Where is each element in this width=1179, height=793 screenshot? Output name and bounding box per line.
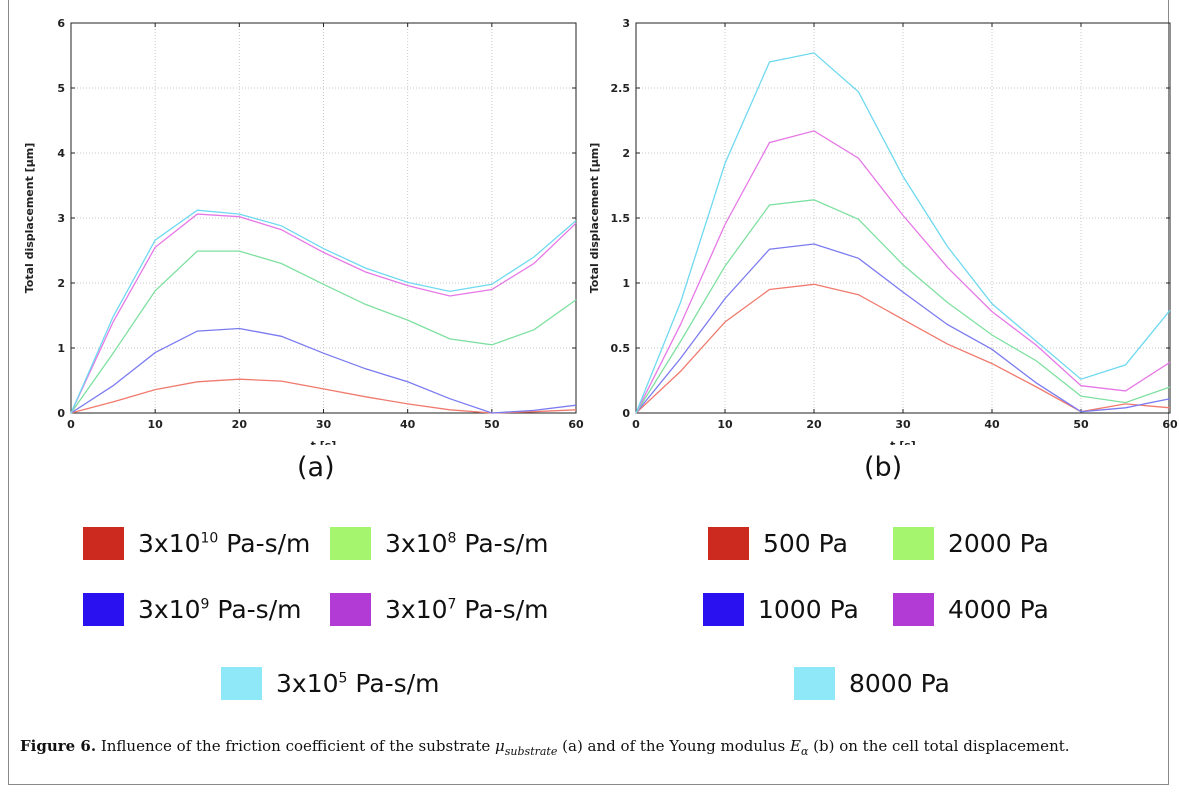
y-axis-label: Total displacement [µm] bbox=[590, 143, 601, 294]
y-tick-label: 1 bbox=[622, 277, 630, 290]
legend-label: 500 Pa bbox=[763, 529, 848, 558]
caption-label: Figure 6. bbox=[20, 737, 97, 755]
x-tick-label: 10 bbox=[717, 418, 733, 431]
legend-b-item: 2000 Pa bbox=[893, 527, 1049, 560]
y-tick-label: 1.5 bbox=[611, 212, 631, 225]
x-tick-label: 20 bbox=[232, 418, 248, 431]
legend-swatch bbox=[708, 527, 749, 560]
y-tick-label: 5 bbox=[57, 82, 65, 95]
x-tick-label: 0 bbox=[632, 418, 640, 431]
legend-swatch bbox=[330, 593, 371, 626]
legend-swatch bbox=[703, 593, 744, 626]
legend-swatch bbox=[794, 667, 835, 700]
legend-a-item: 3x107 Pa-s/m bbox=[330, 593, 548, 626]
legend-swatch bbox=[893, 593, 934, 626]
legend-b-item: 500 Pa bbox=[708, 527, 848, 560]
panel-label-a: (a) bbox=[297, 452, 335, 483]
series-line bbox=[70, 250, 577, 414]
x-axis-label: t [s] bbox=[311, 439, 337, 445]
y-tick-label: 3 bbox=[622, 17, 630, 30]
x-tick-label: 30 bbox=[895, 418, 911, 431]
y-tick-label: 0 bbox=[57, 407, 65, 420]
legend-b-item: 8000 Pa bbox=[794, 667, 950, 700]
y-tick-label: 6 bbox=[57, 17, 65, 30]
legend-swatch bbox=[221, 667, 262, 700]
legend-label: 1000 Pa bbox=[758, 595, 859, 624]
y-tick-label: 3 bbox=[57, 212, 65, 225]
legend-swatch bbox=[893, 527, 934, 560]
series-line bbox=[70, 213, 577, 414]
legend-label: 8000 Pa bbox=[849, 669, 950, 698]
x-tick-label: 50 bbox=[484, 418, 500, 431]
figure-frame bbox=[8, 0, 1169, 785]
y-tick-label: 1 bbox=[57, 342, 65, 355]
y-tick-label: 0 bbox=[622, 407, 630, 420]
x-tick-label: 0 bbox=[67, 418, 75, 431]
series-line bbox=[635, 243, 1171, 414]
legend-swatch bbox=[83, 527, 124, 560]
legend-b-item: 1000 Pa bbox=[703, 593, 859, 626]
legend-a-item: 3x109 Pa-s/m bbox=[83, 593, 301, 626]
y-axis-label: Total displacement [µm] bbox=[23, 143, 36, 294]
legend-swatch bbox=[330, 527, 371, 560]
figure-caption: Figure 6. Influence of the friction coef… bbox=[20, 737, 1070, 758]
y-tick-label: 0.5 bbox=[611, 342, 631, 355]
x-tick-label: 30 bbox=[316, 418, 332, 431]
legend-a-item: 3x1010 Pa-s/m bbox=[83, 527, 310, 560]
panel-label-b: (b) bbox=[864, 452, 903, 483]
legend-label: 3x109 Pa-s/m bbox=[138, 595, 302, 624]
legend-label: 3x107 Pa-s/m bbox=[385, 595, 549, 624]
legend-label: 4000 Pa bbox=[948, 595, 1049, 624]
legend-label: 3x105 Pa-s/m bbox=[276, 669, 440, 698]
y-tick-label: 2.5 bbox=[611, 82, 631, 95]
series-line bbox=[635, 52, 1171, 414]
series-line bbox=[635, 199, 1171, 414]
legend-b-item: 4000 Pa bbox=[893, 593, 1049, 626]
x-axis-label: t [s] bbox=[890, 439, 916, 445]
legend-label: 3x108 Pa-s/m bbox=[385, 529, 549, 558]
chart-a: 0 10 20 30 40 50 60 0 1 2 3 4 5 6 t [s] Total displacem… bbox=[23, 17, 584, 445]
x-tick-label: 20 bbox=[806, 418, 822, 431]
series-line bbox=[70, 327, 577, 414]
legend-swatch bbox=[83, 593, 124, 626]
x-tick-label: 40 bbox=[400, 418, 416, 431]
y-tick-label: 4 bbox=[57, 147, 65, 160]
legend-label: 3x1010 Pa-s/m bbox=[138, 529, 311, 558]
series-line bbox=[635, 130, 1171, 414]
legend-a-item: 3x105 Pa-s/m bbox=[221, 667, 439, 700]
chart-b: 0 10 20 30 40 50 60 0 0.5 1 1.5 2 2.5 3 t [s] Total dis… bbox=[590, 17, 1178, 445]
legend-a-item: 3x108 Pa-s/m bbox=[330, 527, 548, 560]
x-tick-label: 10 bbox=[148, 418, 164, 431]
y-tick-label: 2 bbox=[622, 147, 630, 160]
x-tick-label: 60 bbox=[1162, 418, 1178, 431]
x-tick-label: 50 bbox=[1073, 418, 1089, 431]
y-tick-label: 2 bbox=[57, 277, 65, 290]
legend-label: 2000 Pa bbox=[948, 529, 1049, 558]
series-line bbox=[70, 209, 577, 414]
x-tick-label: 40 bbox=[984, 418, 1000, 431]
series-line bbox=[635, 283, 1171, 414]
x-tick-label: 60 bbox=[568, 418, 584, 431]
